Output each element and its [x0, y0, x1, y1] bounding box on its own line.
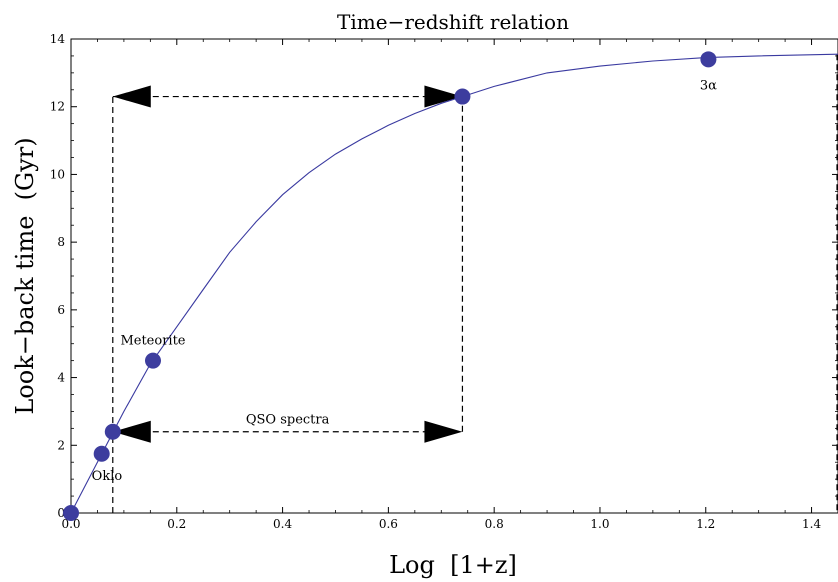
arrow-bottom-right	[424, 420, 463, 443]
arrow-bottom-left	[112, 420, 151, 443]
x-tick-label: 0.8	[485, 517, 504, 531]
data-point	[104, 423, 121, 440]
x-axis-label: Log [1+z]	[389, 551, 517, 579]
y-tick-label: 14	[50, 32, 66, 46]
data-point	[63, 505, 79, 521]
data-point-label: 3α	[700, 78, 717, 93]
y-tick-label: 2	[57, 438, 65, 452]
relation-curve	[70, 53, 838, 514]
y-tick-label: 4	[57, 371, 65, 385]
data-point	[93, 445, 110, 462]
y-tick-label: 10	[50, 167, 65, 181]
x-tick-label: 0.6	[379, 517, 398, 531]
x-tick-label: 1.4	[802, 517, 821, 531]
y-tick-label: 0	[57, 506, 65, 520]
data-point	[454, 88, 471, 105]
plot-frame	[70, 38, 838, 514]
y-tick-label: 12	[50, 100, 65, 114]
y-tick-label: 6	[57, 303, 65, 317]
x-tick-label: 0.2	[167, 517, 186, 531]
data-point-label: Oklo	[92, 469, 123, 484]
x-tick-label: 1.0	[590, 517, 609, 531]
x-tick-label: 0.4	[273, 517, 292, 531]
y-tick-label: 8	[57, 235, 65, 249]
data-point-label: Meteorite	[120, 334, 185, 349]
data-point	[144, 352, 161, 369]
range-label: QSO spectra	[246, 413, 330, 428]
data-point	[700, 51, 717, 68]
arrow-top-left	[112, 85, 151, 108]
chart-title: Time−redshift relation	[337, 10, 569, 34]
x-tick-label: 0.0	[61, 517, 80, 531]
y-axis-label: Look−back time (Gyr)	[11, 137, 39, 414]
plot-area: 0.0 0.2 0.4 0.6 0.8 1.0 1.2 1.4 0 2 4 6 8 10 12 14 QSO s…	[50, 32, 838, 531]
x-tick-label: 1.2	[696, 517, 715, 531]
arrow-top-right	[424, 85, 463, 108]
